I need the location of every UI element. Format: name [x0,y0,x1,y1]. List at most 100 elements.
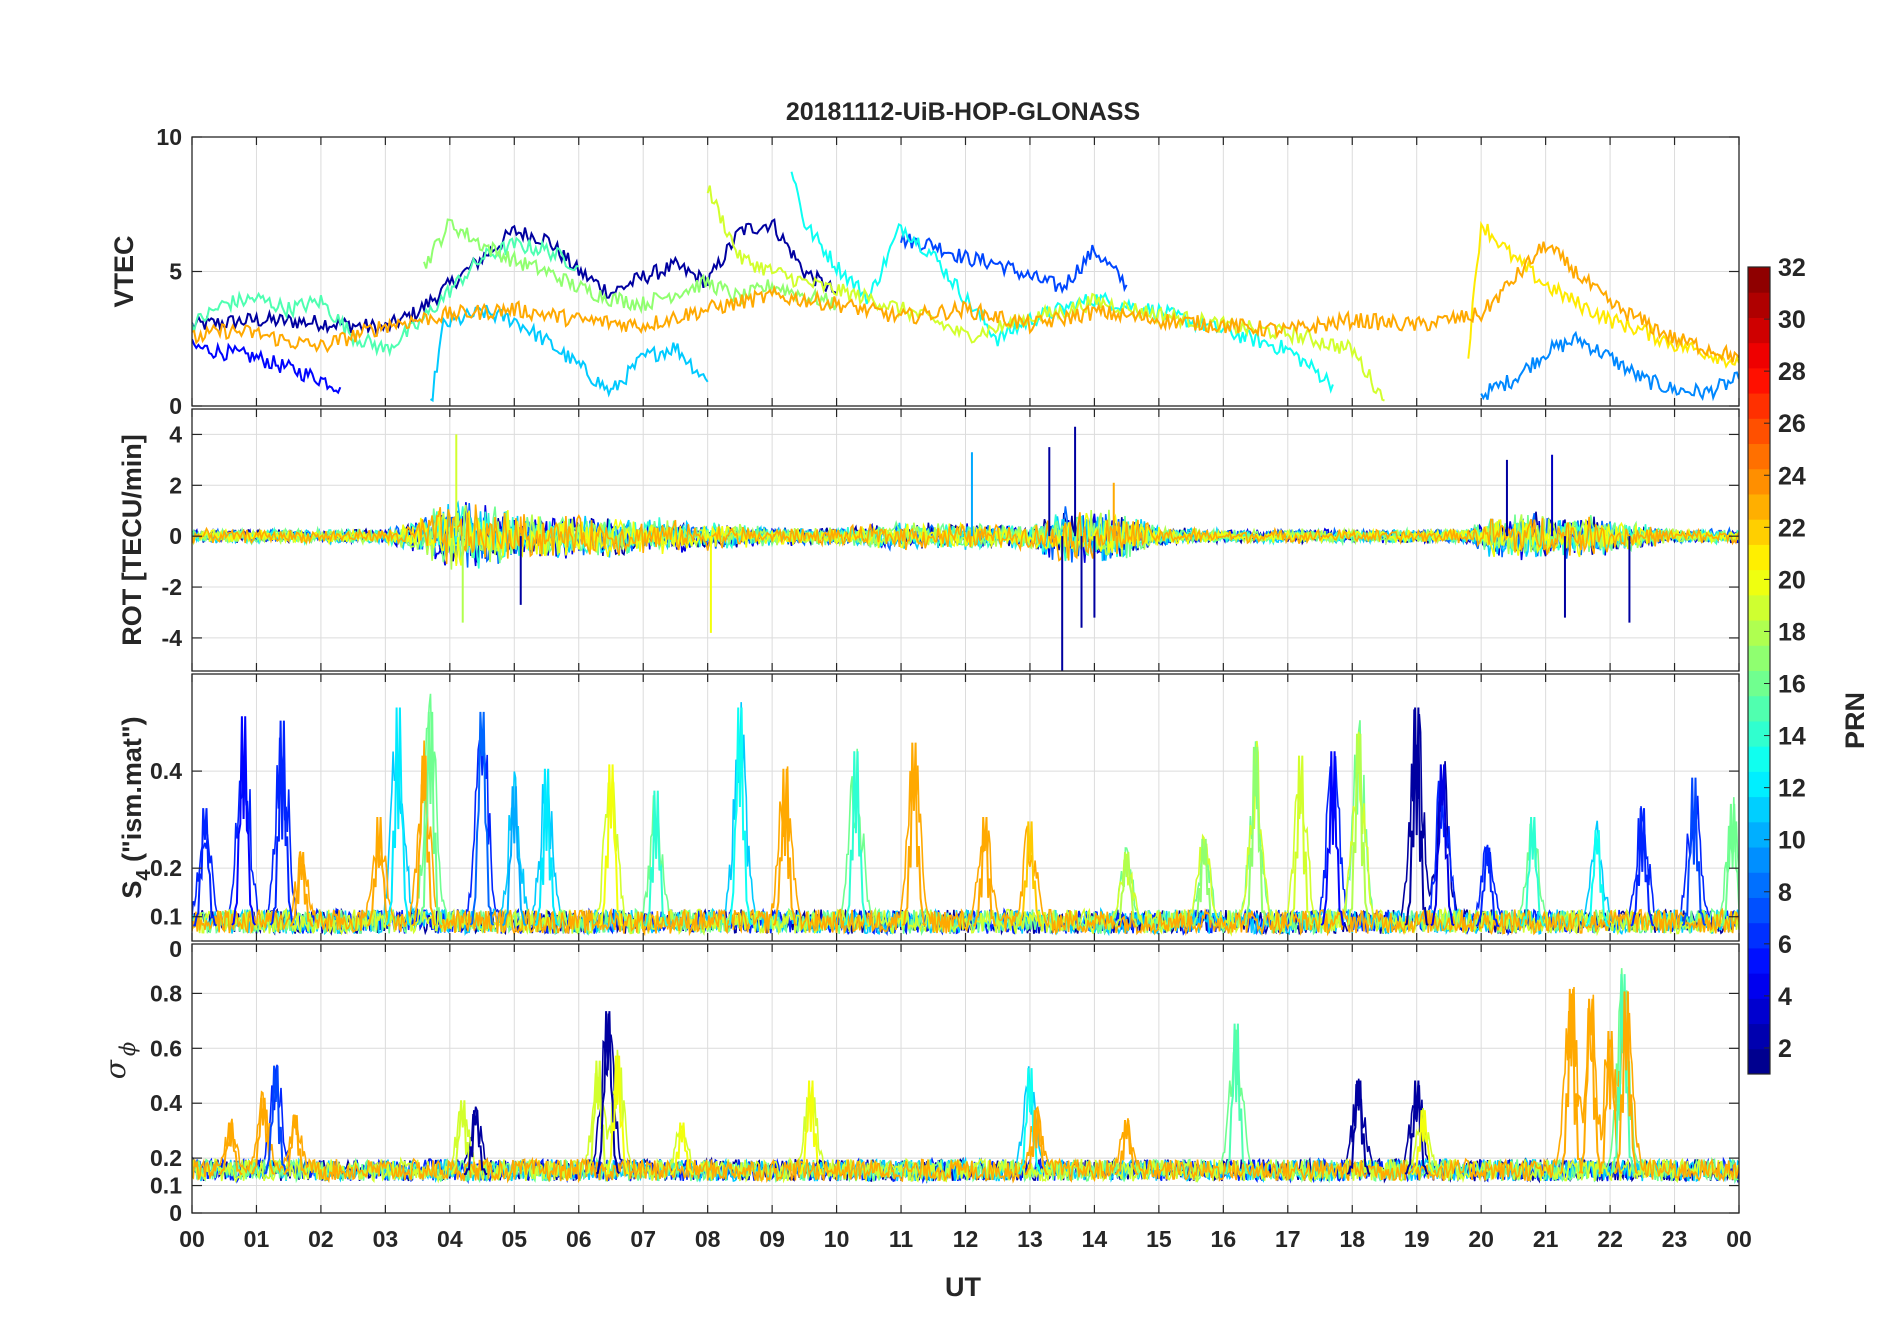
y-tick-label-baseline: 0 [169,936,182,962]
series-line-prn-5 [192,338,342,395]
event-peak-5 [463,1110,488,1176]
y-tick-label: 0.1 [150,904,182,930]
x-tick-label: 08 [695,1226,721,1252]
event-peak-7 [418,711,443,926]
x-axis-label: UT [945,1272,981,1302]
event-peak-13 [727,707,753,926]
event-peak-14 [1224,1023,1249,1175]
event-peak-11 [598,764,623,927]
colorbar-tick-label: 24 [1778,462,1806,490]
panel-vtec: 0 5 10 VTEC [109,124,1740,419]
event-peak-27 [1475,847,1500,927]
y-tick-label: 0.1 [150,1173,182,1199]
colorbar-segment [1748,695,1770,722]
x-tick-label: 10 [824,1226,850,1252]
colorbar-segment [1748,594,1770,621]
colorbar-segment [1748,393,1770,419]
series-group-sigma_phi [192,968,1739,1185]
event-peak-2 [269,720,295,926]
series-group-vtec [192,171,1739,403]
x-tick-label: 01 [244,1226,270,1252]
x-tick-label: 09 [759,1226,785,1252]
colorbar-tick-label: 14 [1778,723,1806,751]
x-tick-label: 06 [566,1226,592,1252]
colorbar-segment [1748,897,1770,924]
grid-s4 [192,674,1739,941]
x-tick-label: 13 [1017,1226,1043,1252]
y-tick-label: 0.2 [150,1145,182,1171]
series-line-prn-19 [706,185,1385,402]
x-tick-label: 22 [1597,1226,1623,1252]
colorbar-segment [1748,771,1770,798]
event-peak-31 [1681,777,1707,927]
x-tick-label: 18 [1339,1226,1365,1252]
event-peak-25 [1404,707,1429,926]
event-peak-12 [644,790,669,927]
colorbar-segment [1748,947,1770,974]
event-peak-7 [595,1011,621,1175]
colorbar-segment [1748,1023,1770,1050]
event-peak-23 [1320,751,1345,927]
series-group-s4 [192,693,1739,937]
y-tick-label: 0.8 [150,980,182,1006]
colorbar-segment [1748,292,1770,318]
event-peak-21 [1243,746,1268,927]
event-peak-6 [585,1060,611,1175]
colorbar-tick-label: 22 [1778,514,1806,542]
colorbar-segment [1748,645,1770,671]
event-peak-8 [605,1055,630,1175]
series-line-prn-23 [192,241,1739,363]
event-peak-1 [250,1097,275,1175]
series-line-prn-19 [192,731,1739,937]
y-tick-label: 0 [169,393,182,419]
event-peak-24 [1346,733,1372,926]
x-tick-label: 03 [373,1226,399,1252]
y-tick-label: 4 [169,421,182,447]
colorbar-segment [1748,317,1770,344]
y-tick-label: 0.4 [150,758,182,784]
x-tick-label: 04 [437,1226,463,1252]
colorbar-segment [1748,367,1770,394]
chart-title: 20181112-UiB-HOP-GLONASS [786,98,1140,126]
y-tick-label: 0.6 [150,1035,182,1061]
x-tick-label: 14 [1082,1226,1108,1252]
x-tick-label: 07 [630,1226,656,1252]
event-peak-17 [1411,1110,1436,1176]
series-line-prn-21 [1467,220,1739,369]
colorbar-segment [1748,1048,1770,1075]
series-line-prn-23 [192,986,1739,1184]
colorbar-tick-label: 20 [1778,566,1806,594]
event-peak-4 [450,1100,475,1176]
event-peak-29 [1585,830,1610,927]
panel-rot: -4 -2 0 2 4 ROT [TECU/min] [117,408,1740,672]
event-peak-20 [1191,838,1217,927]
y-axis-label-sigma-phi: σϕ [99,1042,140,1079]
colorbar-segment [1748,847,1770,873]
colorbar-frame [1747,266,1771,1075]
colorbar-tick-label: 6 [1778,931,1792,959]
series-line-prn-23 [192,740,1739,937]
event-peak-26 [1430,764,1455,927]
x-tick-label: 02 [308,1226,334,1252]
event-peak-18 [1559,988,1584,1175]
y-axis-label-rot: ROT [TECU/min] [117,434,147,645]
colorbar-segment [1748,418,1770,445]
event-peak-16 [901,742,927,927]
colorbar-segment [1748,544,1770,571]
event-peak-0 [193,808,218,927]
colorbar-tick-label: 8 [1778,879,1792,907]
x-tick-label: 20 [1468,1226,1494,1252]
colorbar-tick-label: 26 [1778,410,1806,438]
event-peak-5 [385,707,411,926]
event-peak-17 [972,816,997,927]
series-line-prn-17 [423,218,838,315]
colorbar-segment [1748,670,1770,697]
colorbar-tick-label: 28 [1778,358,1806,386]
x-tick-label: 11 [889,1226,914,1252]
series-line-prn-7 [900,233,1128,295]
event-peak-28 [1520,816,1545,927]
y-tick-label: -4 [162,625,183,651]
x-tick-label: 17 [1275,1226,1301,1252]
event-peak-13 [1114,1120,1139,1176]
